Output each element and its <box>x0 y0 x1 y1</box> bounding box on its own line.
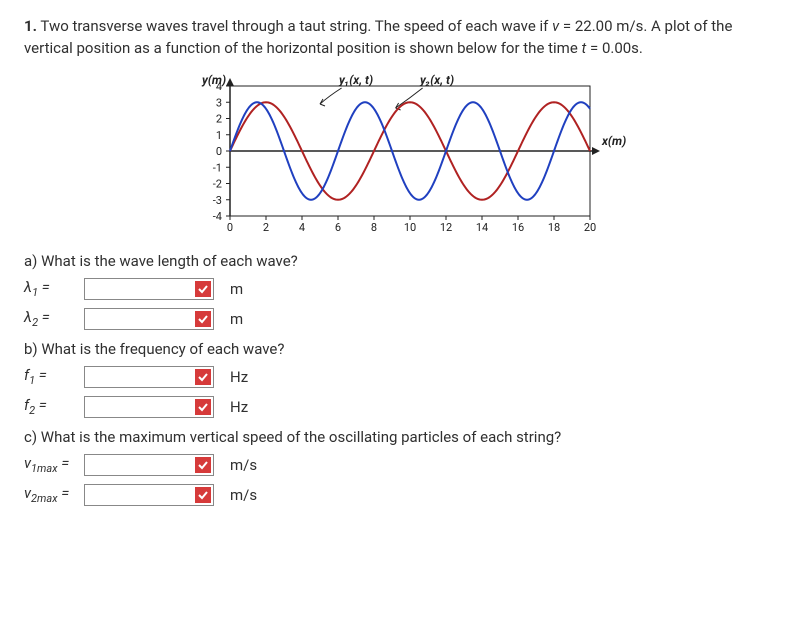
problem-statement: 1. Two transverse waves travel through a… <box>24 16 780 60</box>
f2-unit: Hz <box>230 398 248 416</box>
svg-text:2: 2 <box>263 221 269 234</box>
svg-text:x(m): x(m) <box>601 134 626 148</box>
check-icon[interactable] <box>195 311 211 327</box>
lambda1-label: λ1 = <box>24 278 80 299</box>
lambda1-input-wrap <box>84 278 214 300</box>
svg-text:10: 10 <box>404 221 416 234</box>
svg-text:0: 0 <box>227 221 233 234</box>
lambda2-unit: m <box>230 310 243 328</box>
svg-text:-3: -3 <box>213 193 222 206</box>
f1-row: f1 = Hz <box>24 366 780 388</box>
f2-input[interactable] <box>85 397 213 417</box>
svg-text:y(m): y(m) <box>201 73 226 87</box>
part-a-prompt: a) What is the wave length of each wave? <box>24 252 780 270</box>
wave-graph: 02468101214161820-4-3-2-101234y(m)x(m)y₁… <box>24 68 780 242</box>
svg-text:8: 8 <box>371 221 377 234</box>
svg-text:12: 12 <box>440 221 452 234</box>
part-b-prompt: b) What is the frequency of each wave? <box>24 340 780 358</box>
v2max-unit: m/s <box>230 486 257 504</box>
svg-text:0: 0 <box>216 145 222 158</box>
t-value: = 0.00s. <box>586 39 643 57</box>
part-c-prompt: c) What is the maximum vertical speed of… <box>24 428 780 446</box>
lambda2-input-wrap <box>84 308 214 330</box>
f1-input[interactable] <box>85 367 213 387</box>
v2max-input[interactable] <box>85 485 213 505</box>
svg-text:3: 3 <box>216 96 222 109</box>
f1-label: f1 = <box>24 366 80 387</box>
f2-row: f2 = Hz <box>24 396 780 418</box>
wave-plot-svg: 02468101214161820-4-3-2-101234y(m)x(m)y₁… <box>172 68 632 238</box>
prompt-text-1: Two transverse waves travel through a ta… <box>40 17 552 35</box>
f2-label: f2 = <box>24 396 80 417</box>
svg-text:1: 1 <box>216 128 222 141</box>
lambda1-row: λ1 = m <box>24 278 780 300</box>
check-icon[interactable] <box>195 369 211 385</box>
svg-text:20: 20 <box>584 221 596 234</box>
v1max-input-wrap <box>84 454 214 476</box>
svg-text:-2: -2 <box>213 177 222 190</box>
check-icon[interactable] <box>195 487 211 503</box>
v1max-row: v1max = m/s <box>24 454 780 476</box>
eq-sign: = <box>559 17 575 35</box>
v2max-row: v2max = m/s <box>24 484 780 506</box>
lambda2-row: λ2 = m <box>24 308 780 330</box>
svg-text:4: 4 <box>299 221 305 234</box>
v1max-label: v1max = <box>24 454 80 475</box>
svg-text:y₂(x, t): y₂(x, t) <box>419 73 454 87</box>
question-number: 1. <box>24 17 37 35</box>
lambda1-unit: m <box>230 280 243 298</box>
check-icon[interactable] <box>195 399 211 415</box>
v1max-input[interactable] <box>85 455 213 475</box>
svg-text:16: 16 <box>512 221 524 234</box>
svg-text:y₁(x, t): y₁(x, t) <box>338 73 373 87</box>
svg-text:2: 2 <box>216 112 222 125</box>
speed-value: 22.00 m/s <box>575 17 643 35</box>
check-icon[interactable] <box>195 457 211 473</box>
f1-unit: Hz <box>230 368 248 386</box>
svg-text:-4: -4 <box>213 210 222 223</box>
svg-text:18: 18 <box>548 221 560 234</box>
v2max-input-wrap <box>84 484 214 506</box>
svg-text:14: 14 <box>476 221 488 234</box>
f1-input-wrap <box>84 366 214 388</box>
lambda1-input[interactable] <box>85 279 213 299</box>
lambda2-label: λ2 = <box>24 308 80 329</box>
f2-input-wrap <box>84 396 214 418</box>
svg-text:-1: -1 <box>213 161 222 174</box>
lambda2-input[interactable] <box>85 309 213 329</box>
check-icon[interactable] <box>195 281 211 297</box>
v2max-label: v2max = <box>24 484 80 505</box>
v1max-unit: m/s <box>230 456 257 474</box>
svg-text:6: 6 <box>335 221 341 234</box>
